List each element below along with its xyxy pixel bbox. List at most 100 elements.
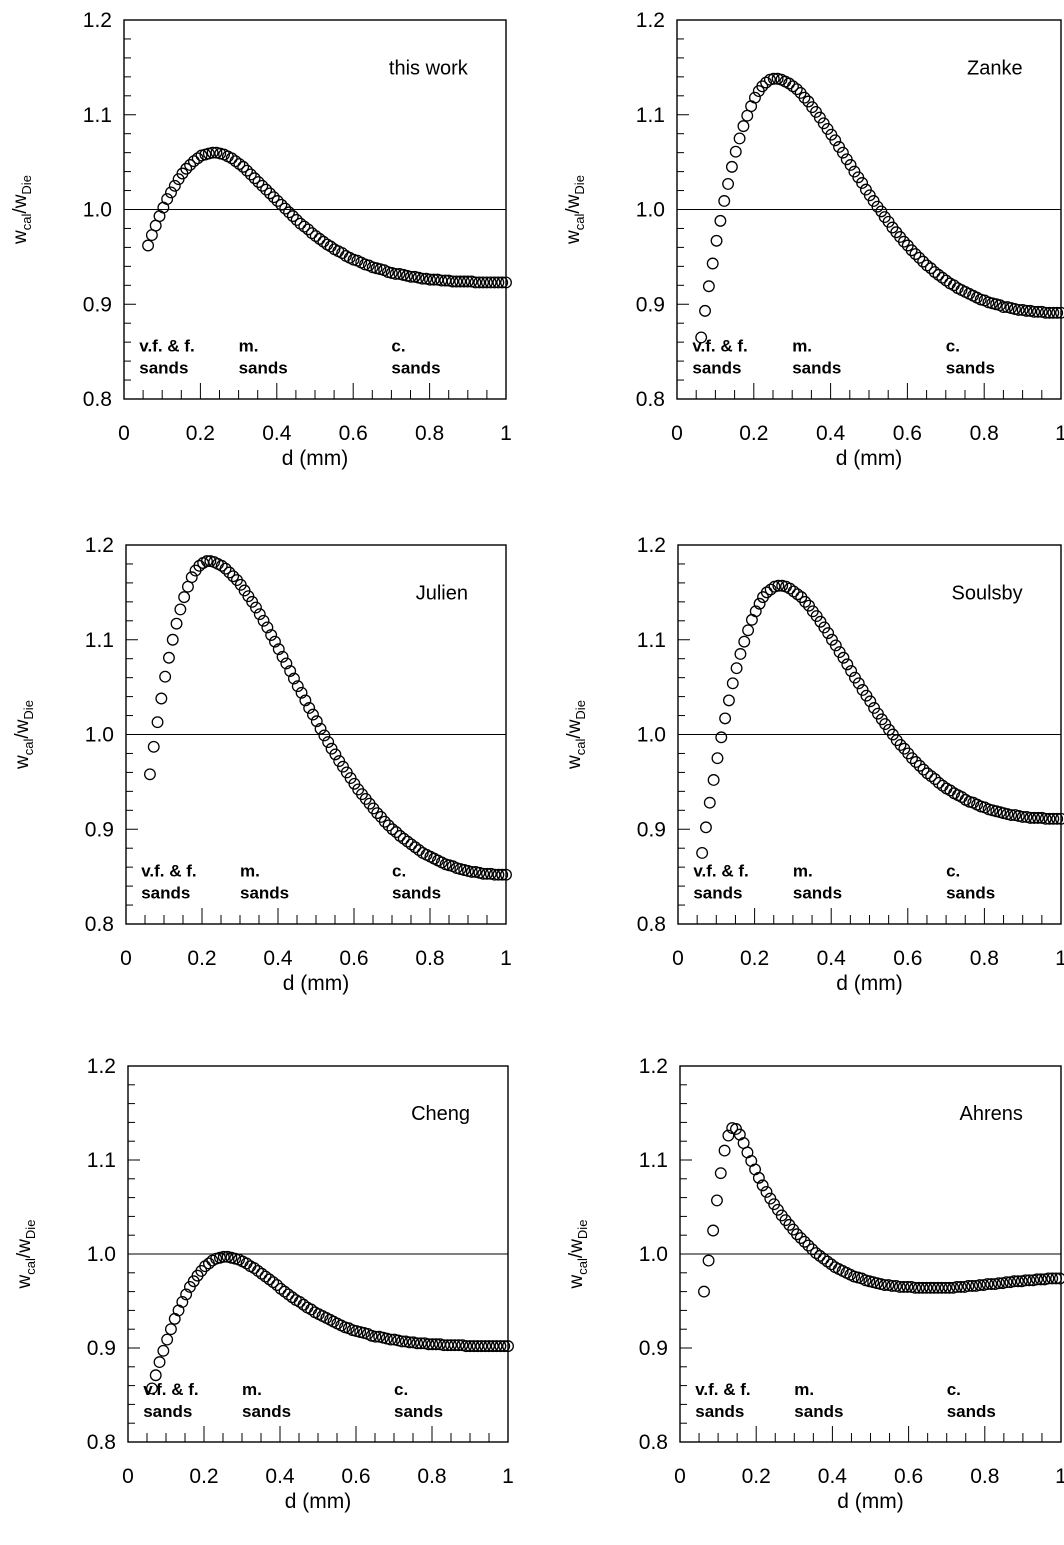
data-point <box>913 251 926 264</box>
y-tick-label: 1.2 <box>639 1055 668 1078</box>
data-point <box>477 276 490 289</box>
sand-class-label: m. <box>242 1380 262 1399</box>
data-point <box>227 570 240 583</box>
x-tick-label: 0 <box>118 422 130 445</box>
y-tick-label: 1.0 <box>85 724 114 747</box>
data-point <box>263 187 276 200</box>
data-point <box>787 80 799 93</box>
sand-class-label: sands <box>239 359 288 378</box>
data-point <box>791 588 804 601</box>
x-tick-label: 0.4 <box>263 947 293 970</box>
data-point <box>737 120 750 133</box>
data-point <box>168 179 181 192</box>
data-point <box>733 132 746 145</box>
data-point <box>760 586 773 599</box>
data-point <box>263 1273 276 1286</box>
y-axis-label: wcal/wDie <box>564 700 588 770</box>
data-point <box>494 1340 507 1353</box>
x-axis-label: d (mm) <box>285 1490 352 1513</box>
data-point <box>454 275 467 288</box>
data-point <box>486 1340 499 1353</box>
data-point <box>293 1295 306 1308</box>
data-point <box>430 1338 443 1351</box>
y-tick-label: 1.2 <box>87 1055 116 1078</box>
data-point <box>445 1339 457 1352</box>
x-tick-label: 0.4 <box>817 947 847 970</box>
data-point <box>878 1279 891 1291</box>
data-point <box>810 1247 822 1260</box>
data-point <box>722 177 735 190</box>
data-point <box>305 227 318 240</box>
data-point <box>921 259 933 272</box>
data-point <box>929 773 941 785</box>
data-point <box>259 1270 272 1283</box>
data-point <box>844 159 857 171</box>
data-point <box>484 276 497 289</box>
data-point <box>498 1340 511 1353</box>
y-tick-label: 1.1 <box>639 1149 668 1172</box>
data-point <box>450 275 463 288</box>
data-point <box>255 1267 268 1280</box>
data-point <box>403 1336 416 1349</box>
data-point <box>303 702 316 714</box>
sand-class-label: sands <box>391 359 440 378</box>
y-tick-label: 0.9 <box>85 818 114 841</box>
y-tick-label: 1.1 <box>636 104 665 127</box>
data-point <box>244 168 257 181</box>
data-point <box>313 232 326 245</box>
data-point <box>783 582 796 595</box>
data-point <box>492 868 505 881</box>
sand-class-label: sands <box>946 884 995 903</box>
data-point <box>488 276 501 289</box>
data-point <box>852 677 865 690</box>
data-point <box>928 1281 941 1294</box>
data-point <box>492 276 505 289</box>
data-point <box>1043 812 1056 825</box>
data-point <box>981 1278 994 1291</box>
sand-class-label: v.f. & f. <box>695 1380 750 1399</box>
data-point <box>252 176 265 188</box>
y-tick-label: 1.2 <box>636 9 665 32</box>
data-point <box>917 255 930 268</box>
data-point <box>787 585 800 598</box>
data-point <box>223 566 236 579</box>
data-point <box>248 172 261 185</box>
data-point <box>477 867 490 880</box>
data-point <box>397 832 410 845</box>
sand-class-label: v.f. & f. <box>139 337 194 356</box>
data-point <box>714 1167 727 1180</box>
x-tick-label: 0.4 <box>265 1465 295 1488</box>
x-tick-label: 1 <box>500 422 512 445</box>
x-axis-label: d (mm) <box>836 447 903 470</box>
sand-class-label: c. <box>947 1380 961 1399</box>
data-point <box>488 868 501 881</box>
data-point <box>265 629 278 641</box>
data-point <box>299 694 312 707</box>
y-tick-label: 1.0 <box>83 199 112 222</box>
data-point <box>309 230 322 242</box>
data-point <box>145 1382 158 1395</box>
data-point <box>267 1276 280 1289</box>
sand-class-label: sands <box>695 1402 744 1421</box>
data-point <box>894 738 907 751</box>
data-point <box>465 865 478 878</box>
data-point <box>291 680 304 693</box>
data-point <box>422 1338 435 1351</box>
data-point <box>906 752 918 765</box>
data-point <box>314 722 327 735</box>
data-point <box>742 624 755 637</box>
data-point <box>378 815 391 828</box>
data-point <box>790 83 803 96</box>
data-point <box>199 1260 212 1273</box>
sand-class-label: sands <box>392 884 441 903</box>
sand-class-label: v.f. & f. <box>692 337 747 356</box>
y-tick-label: 1.0 <box>87 1243 116 1266</box>
data-point <box>448 1339 461 1352</box>
data-point <box>997 301 1010 314</box>
data-point <box>241 164 253 177</box>
data-point <box>1046 1272 1059 1285</box>
y-axis-label: wcal/wDie <box>10 175 34 245</box>
data-point <box>718 195 731 207</box>
data-point <box>276 650 289 663</box>
data-point <box>424 273 436 286</box>
